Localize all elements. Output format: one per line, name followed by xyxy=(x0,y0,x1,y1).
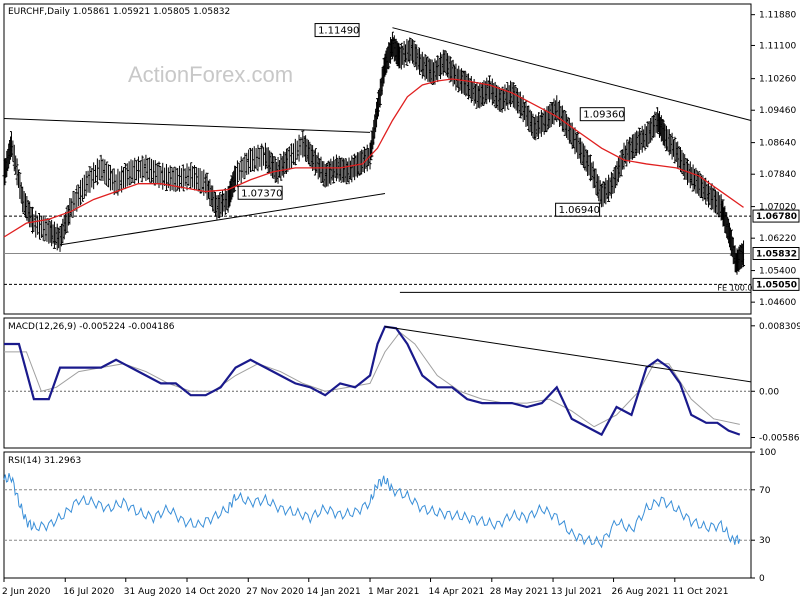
price-tag-box xyxy=(752,209,800,223)
x-tick-label: 14 Apr 2021 xyxy=(429,587,485,597)
annotation-box xyxy=(237,185,283,200)
x-tick-label: 28 May 2021 xyxy=(490,587,549,597)
x-tick-label: 27 Nov 2020 xyxy=(246,587,304,597)
macd-panel-title: MACD(12,26,9) -0.005224 -0.004186 xyxy=(8,322,175,332)
x-tick-label: 14 Oct 2020 xyxy=(185,587,241,597)
price-trendline xyxy=(59,193,386,246)
price-ytick-label: 1.05400 xyxy=(759,267,796,277)
price-ma-line xyxy=(3,78,744,238)
macd-signal-line xyxy=(4,331,740,428)
price-ytick-label: 1.11100 xyxy=(759,41,796,51)
price-ytick-label: 1.07020 xyxy=(759,203,796,213)
x-tick-label: 11 Oct 2021 xyxy=(673,587,729,597)
panel-frame-1 xyxy=(3,317,752,449)
rsi-ytick-label: 30 xyxy=(759,536,771,546)
price-tag-box xyxy=(752,277,800,291)
price-ytick-label: 1.07840 xyxy=(759,170,796,180)
macd-main-line xyxy=(4,325,741,437)
annotation-box xyxy=(579,107,625,122)
chart-background xyxy=(3,3,800,582)
annotation-box xyxy=(314,23,360,38)
x-tick-label: 14 Jan 2021 xyxy=(307,587,361,597)
x-tick-label: 1 Mar 2021 xyxy=(368,587,419,597)
price-ytick-label: 1.06220 xyxy=(759,234,796,244)
price-ytick-label: 1.08640 xyxy=(759,139,796,149)
price-panel-title: EURCHF,Daily 1.05861 1.05921 1.05805 1.0… xyxy=(8,7,230,17)
price-trendline xyxy=(3,118,371,133)
x-tick-label: 16 Jul 2020 xyxy=(63,587,114,597)
macd-ytick-label: 0.00 xyxy=(759,387,779,397)
annotation-label: 1.09360 xyxy=(583,110,624,121)
annotation-label: 1.11490 xyxy=(318,26,359,37)
panel-frame-2 xyxy=(3,451,752,579)
rsi-line xyxy=(3,473,741,549)
annotation-box xyxy=(555,202,601,217)
price-trendline xyxy=(392,27,752,121)
watermark: ActionForex.com xyxy=(128,62,293,87)
price-tag-label: 1.05050 xyxy=(756,280,797,290)
rsi-panel-title: RSI(14) 31.2963 xyxy=(8,456,81,466)
rsi-ytick-label: 70 xyxy=(759,486,771,496)
annotation-label: 1.06940 xyxy=(559,205,600,216)
chart-lines xyxy=(2,27,752,549)
macd-ytick-label: -0.005869 xyxy=(759,434,800,444)
price-ytick-label: 1.11880 xyxy=(759,11,796,21)
x-tick-label: 31 Aug 2020 xyxy=(124,587,182,597)
annotation-label: 1.07370 xyxy=(241,188,282,199)
panel-frame-0 xyxy=(3,3,752,315)
x-tick-label: 2 Jun 2020 xyxy=(2,587,51,597)
rsi-ytick-label: 100 xyxy=(759,448,776,458)
fe-label: FE 100.0 xyxy=(717,283,752,292)
price-tag-label: 1.06780 xyxy=(756,212,797,222)
price-tag-box xyxy=(752,247,800,261)
price-ytick-label: 1.09460 xyxy=(759,106,796,116)
price-ytick-label: 1.10260 xyxy=(759,75,796,85)
rsi-ytick-label: 0 xyxy=(759,574,765,584)
x-tick-label: 13 Jul 2021 xyxy=(551,587,602,597)
chart-labels: ActionForex.com EURCHF,Daily 1.05861 1.05… xyxy=(2,7,800,597)
price-ytick-label: 1.04600 xyxy=(759,298,796,308)
macd-ytick-label: 0.008309 xyxy=(759,322,800,332)
x-tick-label: 26 Aug 2021 xyxy=(612,587,670,597)
price-tag-label: 1.05832 xyxy=(756,250,797,260)
macd-trendline xyxy=(384,326,752,383)
